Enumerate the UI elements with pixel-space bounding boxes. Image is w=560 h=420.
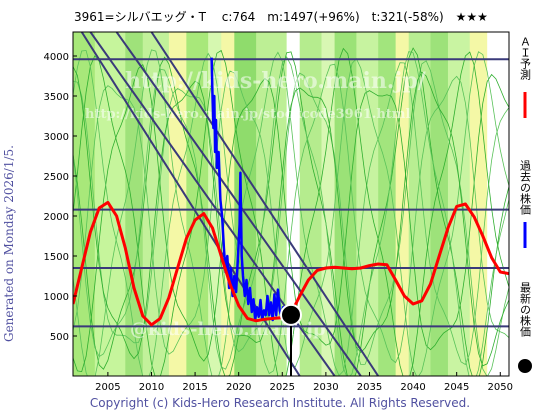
y-tick-label: 3000 <box>44 132 69 143</box>
legend-label: 過去の株価 <box>519 160 532 215</box>
decorative-curve <box>73 66 509 367</box>
y-tick-label: 4000 <box>44 52 69 63</box>
background-band <box>469 32 488 376</box>
decorative-curve <box>73 51 509 376</box>
legend-latest-swatch <box>518 359 532 373</box>
background-band <box>186 32 209 376</box>
background-bands <box>73 32 509 376</box>
axis-layer: 500 1000 1500 2000 2500 3000 3500 4000 2005 2010 2… <box>44 52 513 393</box>
x-tick-label: 2005 <box>95 382 120 393</box>
y-tick-label: 1500 <box>44 252 69 263</box>
chart-title: 3961=シルバエッグ・T c:764 m:1497(+96%) t:321(-… <box>74 10 488 24</box>
background-band <box>299 32 323 376</box>
y-tick-label: 500 <box>50 332 69 343</box>
past-price-line <box>210 57 290 322</box>
x-tick-label: 2050 <box>488 382 513 393</box>
x-tick-label: 2025 <box>270 382 295 393</box>
x-tick-label: 2030 <box>313 382 338 393</box>
watermark-text: http://kids-hero.main.jp/stockcode3961.h… <box>85 107 411 122</box>
y-tick-label: 2500 <box>44 172 69 183</box>
background-band <box>487 32 509 376</box>
watermark-text: @kids-hero.main.jp <box>130 319 325 340</box>
series-layer <box>73 57 509 327</box>
background-band <box>356 32 379 376</box>
legend-label: ＡＩ予測 <box>519 36 532 81</box>
latest-price-marker <box>280 303 302 326</box>
watermark-text: http://kids-hero.main.jp/ <box>125 68 427 94</box>
plot-frame <box>72 31 510 377</box>
x-tick-label: 2045 <box>444 382 469 393</box>
watermark-layer: http://kids-hero.main.jp/http://kids-her… <box>85 68 427 340</box>
background-band <box>321 32 336 376</box>
decorative-curve <box>73 50 509 376</box>
trend-line <box>150 32 380 376</box>
x-tick-label: 2010 <box>139 382 164 393</box>
legend-label: 最新の株価 <box>519 282 532 337</box>
y-tick-label: 3500 <box>44 92 69 103</box>
background-band <box>125 32 144 376</box>
x-tick-label: 2015 <box>182 382 207 393</box>
x-tick-label: 2040 <box>400 382 425 393</box>
y-tick-label: 1000 <box>44 292 69 303</box>
background-band <box>73 32 96 376</box>
x-tick-label: 2020 <box>226 382 251 393</box>
copyright-footer: Copyright (c) Kids-Hero Research Institu… <box>89 396 471 410</box>
x-tick-label: 2035 <box>357 382 382 393</box>
y-tick-label: 2000 <box>44 212 69 223</box>
